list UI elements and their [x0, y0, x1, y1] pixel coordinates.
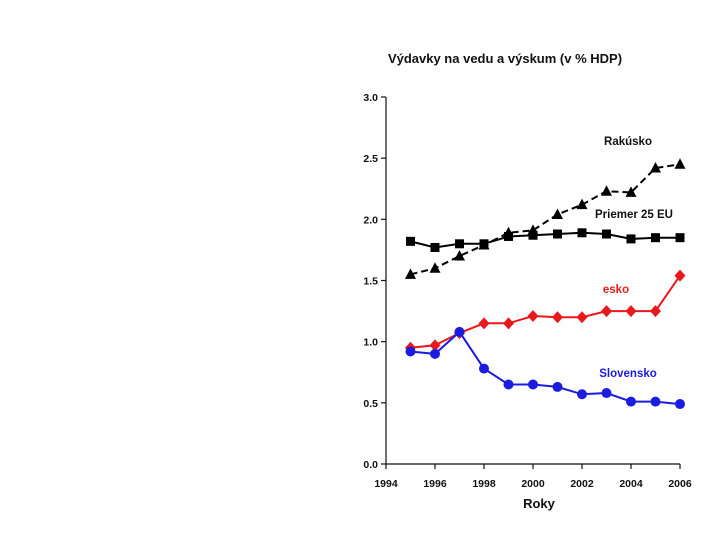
x-tick-label: 2006 [668, 478, 692, 490]
series-slovensko [405, 326, 685, 410]
x-tick-label: 2000 [521, 478, 545, 490]
data-point-priemer-25-eu [553, 229, 562, 239]
series-label-rakusko: Rakúsko [604, 136, 652, 148]
series-label-cesko: esko [603, 284, 629, 296]
x-tick-label: 1994 [374, 478, 398, 490]
series-line-esko [410, 275, 681, 349]
data-point-slovensko [454, 326, 465, 337]
data-point-slovensko [675, 399, 685, 410]
y-tick-label: 1.5 [363, 276, 378, 288]
y-tick-label: 2.0 [363, 214, 378, 226]
data-point-rak-sko [429, 262, 441, 273]
data-point-priemer-25-eu [626, 234, 636, 244]
data-point-slovensko [650, 396, 661, 407]
series-labels: Rakúsko Priemer 25 EU esko Slovensko [595, 136, 673, 380]
data-point-rak-sko [674, 158, 686, 169]
x-tick-label: 1996 [423, 478, 447, 490]
data-point-rak-sko [552, 208, 563, 219]
data-point-priemer-25-eu [577, 228, 587, 238]
data-point-esko [674, 269, 686, 282]
data-point-esko [601, 305, 612, 318]
data-point-priemer-25-eu [602, 229, 611, 239]
data-point-rak-sko [601, 185, 612, 196]
x-ticks: 1994 1996 1998 2000 2002 2004 2006 [374, 464, 692, 490]
data-point-priemer-25-eu [528, 230, 538, 240]
x-axis-label: Roky [523, 496, 556, 511]
series [405, 158, 686, 410]
data-point-slovensko [528, 379, 538, 390]
data-point-priemer-25-eu [651, 233, 660, 243]
series-label-priemer: Priemer 25 EU [595, 209, 673, 221]
data-point-priemer-25-eu [479, 239, 489, 249]
data-point-priemer-25-eu [406, 236, 415, 246]
y-tick-label: 0.0 [363, 459, 378, 471]
data-point-priemer-25-eu [504, 231, 513, 241]
data-point-slovensko [577, 389, 587, 400]
data-point-slovensko [405, 346, 416, 357]
series-label-slovensko: Slovensko [599, 368, 657, 380]
axes [385, 97, 680, 465]
data-point-slovensko [479, 363, 489, 374]
y-tick-label: 1.0 [363, 337, 378, 349]
data-point-esko [552, 311, 563, 324]
y-tick-label: 2.5 [363, 153, 378, 165]
y-ticks: 0.0 0.5 1.0 1.5 2.0 2.5 3.0 [363, 92, 386, 471]
data-point-rak-sko [650, 161, 661, 173]
y-tick-label: 0.5 [363, 398, 378, 410]
data-point-esko [650, 305, 661, 318]
data-point-esko [503, 317, 514, 330]
series-line-priemer-25-eu [410, 231, 680, 249]
data-point-rak-sko [405, 268, 416, 279]
data-point-esko [429, 339, 441, 352]
series-esko [405, 269, 686, 354]
data-point-rak-sko [454, 250, 465, 261]
data-point-esko [625, 305, 637, 318]
series-priemer-25-eu [406, 228, 685, 252]
x-tick-label: 2002 [570, 478, 594, 490]
data-point-slovensko [430, 348, 440, 359]
data-point-rak-sko [625, 186, 637, 197]
data-point-esko [478, 317, 490, 330]
x-tick-label: 1998 [472, 478, 496, 490]
chart-title: Výdavky na vedu a výskum (v % HDP) [388, 51, 622, 66]
data-point-rak-sko [576, 198, 588, 210]
data-point-slovensko [552, 381, 563, 392]
data-point-priemer-25-eu [675, 233, 685, 243]
x-tick-label: 2004 [619, 478, 643, 490]
data-point-esko [576, 311, 588, 324]
data-point-priemer-25-eu [455, 239, 464, 249]
data-point-priemer-25-eu [430, 242, 440, 252]
y-tick-label: 3.0 [363, 92, 378, 104]
data-point-slovensko [503, 379, 514, 390]
data-point-slovensko [601, 388, 612, 399]
data-point-slovensko [626, 396, 636, 407]
data-point-esko [527, 309, 539, 322]
